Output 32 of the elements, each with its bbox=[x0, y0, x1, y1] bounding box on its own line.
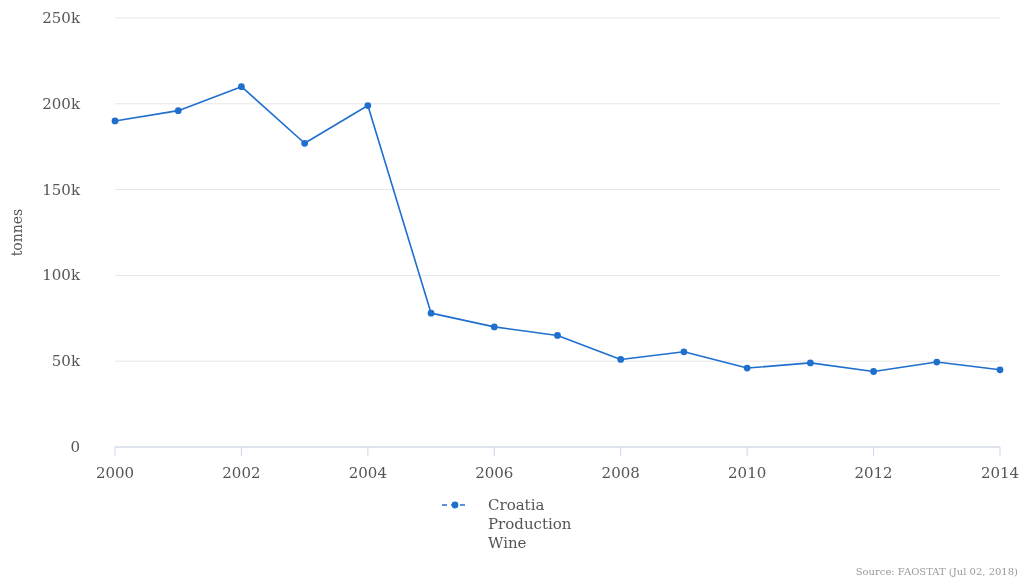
point bbox=[238, 83, 245, 91]
x-tick-label: 2014 bbox=[980, 464, 1020, 482]
point bbox=[870, 368, 877, 375]
point bbox=[743, 364, 751, 372]
point bbox=[427, 309, 435, 317]
y-tick-label: 100k bbox=[42, 266, 81, 285]
point bbox=[680, 348, 688, 356]
point bbox=[806, 359, 814, 367]
legend-label: Croatia Production Wine bbox=[488, 496, 572, 552]
x-tick-label: 2000 bbox=[95, 464, 135, 482]
x-tick-label: 2008 bbox=[601, 464, 640, 482]
y-axis-title: tonnes bbox=[9, 208, 25, 257]
point bbox=[490, 323, 498, 331]
y-tick-label: 150k bbox=[42, 180, 81, 199]
y-tick-label: 50k bbox=[51, 352, 81, 371]
point bbox=[364, 102, 372, 109]
x-tick-label: 2002 bbox=[222, 464, 261, 482]
y-tick-label: 0 bbox=[70, 438, 80, 456]
point bbox=[111, 117, 119, 125]
point bbox=[174, 107, 182, 115]
point bbox=[617, 356, 625, 363]
y-tick-label: 200k bbox=[42, 94, 81, 113]
x-tick-label: 2004 bbox=[348, 464, 387, 482]
point bbox=[301, 139, 309, 147]
point bbox=[996, 366, 1004, 374]
x-tick-label: 2012 bbox=[854, 464, 893, 482]
point bbox=[933, 358, 941, 366]
y-tick-label: 250k bbox=[42, 9, 81, 27]
source-note: Source: FAOSTAT (Jul 02, 2018) bbox=[855, 566, 1019, 577]
point bbox=[554, 332, 561, 339]
x-tick-label: 2006 bbox=[475, 464, 514, 482]
x-tick-label: 2010 bbox=[728, 464, 767, 482]
